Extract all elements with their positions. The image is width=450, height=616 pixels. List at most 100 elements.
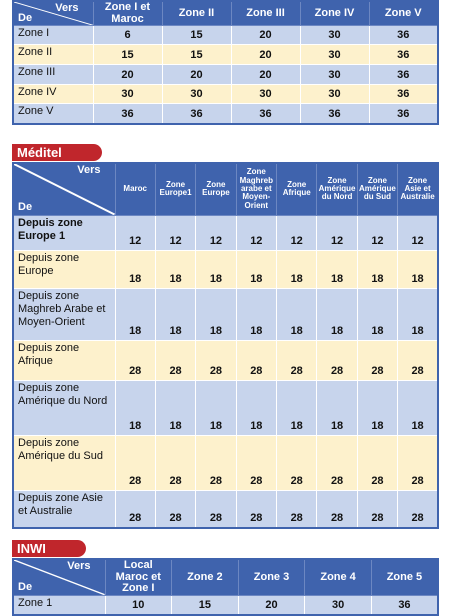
column-header: Zone Asie et Australie	[397, 162, 439, 216]
cell: 18	[397, 287, 439, 341]
diagonal	[14, 560, 105, 595]
cell: 20	[230, 25, 301, 46]
cell: 36	[368, 103, 439, 125]
cell: 36	[161, 103, 232, 125]
cell: 18	[397, 249, 439, 289]
cell: 28	[235, 339, 278, 381]
cell: 36	[230, 103, 301, 125]
cell: 18	[154, 379, 197, 436]
cell: 30	[299, 64, 370, 86]
row-label: Zone I	[12, 25, 94, 46]
section-tab: Méditel	[12, 144, 102, 161]
cell: 36	[299, 103, 370, 125]
cell: 28	[114, 489, 156, 529]
row: Depuis zone Maghreb Arabe et Moyen-Orien…	[12, 287, 439, 341]
from-label: De	[18, 200, 33, 213]
column-header: Zone Afrique	[275, 162, 318, 216]
cell: 18	[316, 249, 358, 289]
cell: 28	[154, 434, 197, 491]
column-header: Zone Amérique du Sud	[356, 162, 399, 216]
from-label: De	[18, 11, 33, 24]
column-header: Zone II	[161, 0, 232, 27]
row: Zone II 15 15 20 30 36	[12, 44, 439, 66]
row: Zone 1 10 15 20 30 36	[12, 594, 439, 616]
cell: 12	[195, 214, 237, 251]
cell: 12	[235, 214, 278, 251]
cell: 18	[154, 249, 197, 289]
cell: 12	[275, 214, 318, 251]
cell: 15	[161, 44, 232, 66]
cell: 18	[235, 287, 278, 341]
cell: 18	[235, 249, 278, 289]
row-label: Zone III	[12, 64, 94, 86]
cell: 28	[316, 434, 358, 491]
cell: 12	[356, 214, 399, 251]
cell: 20	[230, 64, 301, 86]
table: Vers De Maroc Zone Europe1 Zone Europe Zone M…	[12, 162, 439, 529]
cell: 18	[275, 249, 318, 289]
cell: 28	[154, 339, 197, 381]
cell: 28	[356, 489, 399, 529]
cell: 28	[195, 339, 237, 381]
cell: 28	[316, 489, 358, 529]
cell: 28	[275, 339, 318, 381]
row-label: Depuis zone Amérique du Sud	[12, 434, 116, 491]
cell: 18	[195, 287, 237, 341]
cell: 18	[356, 249, 399, 289]
meditel-table: Vers De Maroc Zone Europe1 Zone Europe Zone M…	[12, 162, 439, 529]
cell: 28	[356, 339, 399, 381]
row: Depuis zone Amérique du Nord 18 18 18 18 18 18…	[12, 379, 439, 436]
column-header: Zone Amérique du Nord	[316, 162, 358, 216]
row-label: Depuis zone Asie et Australie	[12, 489, 116, 529]
cell: 28	[275, 489, 318, 529]
cell: 15	[171, 594, 239, 616]
to-label: Vers	[67, 560, 91, 572]
cell: 36	[368, 25, 439, 46]
row: Zone IV 30 30 30 30 36	[12, 84, 439, 105]
column-header: Zone Maghreb arabe et Moyen-Orient	[235, 162, 278, 216]
column-header: Zone Europe1	[154, 162, 197, 216]
column-header: Local Maroc et Zone I	[104, 558, 173, 596]
cell: 36	[368, 44, 439, 66]
cell: 28	[154, 489, 197, 529]
cell: 28	[397, 434, 439, 491]
cell: 30	[304, 594, 372, 616]
corner-cell: Vers De	[12, 0, 94, 27]
row-label: Depuis zone Europe 1	[12, 214, 116, 251]
cell: 30	[161, 84, 232, 105]
cell: 28	[275, 434, 318, 491]
cell: 28	[195, 434, 237, 491]
cell: 36	[368, 84, 439, 105]
column-header: Zone 4	[304, 558, 372, 596]
cell: 28	[397, 489, 439, 529]
column-header: Zone IV	[299, 0, 370, 27]
diagonal	[14, 2, 93, 26]
cell: 30	[299, 25, 370, 46]
to-label: Vers	[55, 2, 79, 14]
cell: 15	[92, 44, 163, 66]
cell: 28	[397, 339, 439, 381]
column-header: Zone I et Maroc	[92, 0, 163, 27]
cell: 28	[195, 489, 237, 529]
cell: 20	[237, 594, 306, 616]
row-label: Depuis zone Amérique du Nord	[12, 379, 116, 436]
corner-cell: Vers De	[12, 162, 116, 216]
cell: 28	[356, 434, 399, 491]
column-header: Zone Europe	[195, 162, 237, 216]
row-label: Zone V	[12, 103, 94, 125]
row: Depuis zone Asie et Australie 28 28 28 28 28 2…	[12, 489, 439, 529]
cell: 18	[114, 249, 156, 289]
diagonal	[14, 164, 115, 215]
cell: 30	[299, 84, 370, 105]
cell: 18	[356, 287, 399, 341]
cell: 30	[230, 84, 301, 105]
column-header: Zone V	[368, 0, 439, 27]
cell: 12	[114, 214, 156, 251]
cell: 18	[195, 379, 237, 436]
cell: 12	[154, 214, 197, 251]
cell: 15	[161, 25, 232, 46]
cell: 18	[397, 379, 439, 436]
corner-cell: Vers De	[12, 558, 106, 596]
